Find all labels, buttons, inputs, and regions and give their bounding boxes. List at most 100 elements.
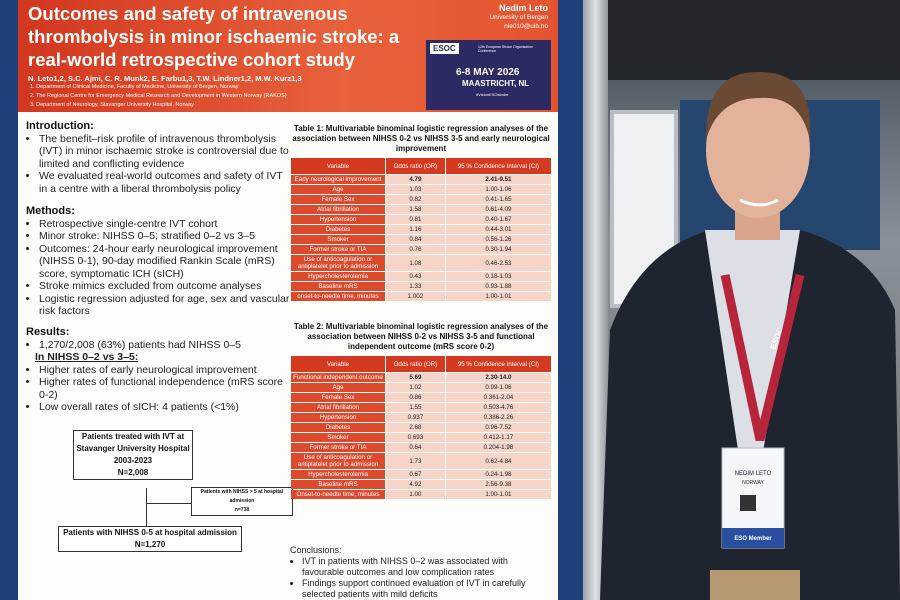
bullet: Retrospective single-centre IVT cohort: [39, 218, 291, 231]
value-cell: 4.92: [386, 480, 445, 489]
bullet: 1,270/2,008 (63%) patients had NIHSS 0–5: [39, 339, 291, 352]
variable-cell: Hypertension: [291, 215, 385, 224]
section-heading: Introduction:: [26, 120, 94, 132]
table-caption: Table 2: Multivariable binominal logisti…: [293, 322, 549, 351]
flow-arrow: [146, 503, 191, 504]
table-row: Smoker 0.84 0.56-1.26: [291, 235, 551, 244]
variable-cell: Diabetes: [291, 423, 385, 432]
bullet: IVT in patients with NIHSS 0–2 was assoc…: [302, 556, 552, 578]
table-1: Table 1: Multivariable binominal logisti…: [290, 124, 552, 302]
value-cell: 1.73: [386, 453, 445, 469]
flow-box: Patients treated with IVT at Stavanger U…: [73, 430, 193, 480]
conference-name: 12th European Stroke Organisation Confer…: [478, 45, 533, 53]
badge-country: NORWAY: [742, 480, 765, 486]
bullet: We evaluated real-world outcomes and saf…: [39, 170, 291, 195]
table: Variable Odds ratio (OR) 95 % Confidence I…: [290, 157, 552, 302]
table: Variable Odds ratio (OR) 95 % Confidence I…: [290, 355, 552, 500]
section-heading: Methods:: [26, 205, 75, 217]
bullet-list: 1,270/2,008 (63%) patients had NIHSS 0–5…: [26, 339, 291, 414]
column-header: 95 % Confidence Interval (CI): [445, 356, 551, 372]
value-cell: 1.00-1.01: [445, 490, 551, 499]
table-row: Baseline mRS 4.92 2.56-9.38: [291, 480, 551, 489]
flow-box: Patients with NIHSS > 5 at hospital admi…: [191, 487, 293, 516]
value-cell: 0.18-1.03: [445, 272, 551, 281]
table-row: Age 1.03 1.00-1.06: [291, 185, 551, 194]
hair: [705, 71, 811, 140]
table-row: Age 1.02 0.99-1.06: [291, 383, 551, 392]
column-header: Odds ratio (OR): [386, 158, 445, 174]
value-cell: 1.58: [386, 205, 445, 214]
badge-qr: [740, 495, 756, 511]
value-cell: 2.30-14.0: [445, 373, 551, 382]
table-row: Smoker 0.693 0.412-1.17: [291, 433, 551, 442]
value-cell: 0.99-1.06: [445, 383, 551, 392]
value-cell: 0.386-2.26: [445, 413, 551, 422]
table-row: Use of anticoagulation or antiplatelet p…: [291, 453, 551, 469]
background-ceiling: [600, 0, 900, 80]
value-cell: 0.361-2.04: [445, 393, 551, 402]
bullet-list: IVT in patients with NIHSS 0–2 was assoc…: [290, 556, 552, 600]
value-cell: 1.00-1.01: [445, 292, 551, 301]
variable-cell: Smoker: [291, 235, 385, 244]
column-header: Variable: [291, 356, 385, 372]
value-cell: 0.24-1.98: [445, 470, 551, 479]
smile: [739, 198, 779, 207]
value-cell: 0.82: [386, 195, 445, 204]
presenter-name: Nedim Leto: [498, 3, 548, 13]
variable-cell: Hypertension: [291, 413, 385, 422]
variable-cell: Diabetes: [291, 225, 385, 234]
value-cell: 2.56-9.38: [445, 480, 551, 489]
table-row: Early neurological improvement 4.79 2.41-9…: [291, 175, 551, 184]
value-cell: 5.69: [386, 373, 445, 382]
flow-arrow: [146, 488, 147, 526]
poster-title: Outcomes and safety of intravenous throm…: [28, 3, 400, 70]
value-cell: 0.76: [386, 245, 445, 254]
bullet: Stroke mimics excluded from outcome anal…: [39, 280, 291, 293]
value-cell: 0.30-1.94: [445, 245, 551, 254]
table-row: Use of anticoagulation or antiplatelet p…: [291, 255, 551, 271]
value-cell: 0.56-1.26: [445, 235, 551, 244]
conference-logo: ESOC: [430, 43, 459, 54]
value-cell: 1.00: [386, 490, 445, 499]
introduction: Introduction:The benefit–risk profile of…: [26, 120, 291, 195]
value-cell: 1.002: [386, 292, 445, 301]
badge-membership: ESO Member: [734, 536, 772, 542]
badge-band: [722, 528, 784, 548]
table-row: Hypercholesterolemia 0.43 0.18-1.03: [291, 272, 551, 281]
value-cell: 1.03: [386, 185, 445, 194]
value-cell: 4.79: [386, 175, 445, 184]
bullet: Findings support continued evaluation of…: [302, 578, 552, 600]
bullet: Logistic regression adjusted for age, se…: [39, 293, 291, 318]
flow-text: Patients with NIHSS > 5 at hospital admi…: [200, 489, 284, 504]
conference-place: MAASTRICHT, NL: [462, 79, 530, 88]
value-cell: 1.00-1.06: [445, 185, 551, 194]
bullet: Minor stroke: NIHSS 0–5; stratified 0–2 …: [39, 230, 291, 243]
presenter: Nedim Leto University of Bergen nle010@u…: [448, 4, 548, 31]
value-cell: 0.96-7.52: [445, 423, 551, 432]
table-row: Diabetes 2.68 0.96-7.52: [291, 423, 551, 432]
value-cell: 1.55: [386, 403, 445, 412]
value-cell: 0.64: [386, 443, 445, 452]
face: [706, 82, 810, 218]
variable-cell: Former stroke or TIA: [291, 443, 385, 452]
variable-cell: Hypercholesterolemia: [291, 470, 385, 479]
methods: Methods:Retrospective single-centre IVT …: [26, 205, 291, 318]
poster-header: Outcomes and safety of intravenous throm…: [18, 0, 558, 112]
presenter-email: nle010@uib.no: [504, 23, 548, 30]
bullet: Higher rates of early neurological impro…: [39, 364, 291, 377]
affiliation: 2. The Regional Centre for Emergency Med…: [30, 93, 287, 99]
table-2: Table 2: Multivariable binominal logisti…: [290, 322, 552, 500]
value-cell: 0.503-4.76: [445, 403, 551, 412]
table-row: Atrial fibrillation 1.55 0.503-4.76: [291, 403, 551, 412]
conference-hashtag: #VisionESOstroke: [476, 92, 509, 97]
variable-cell: Functional independent outcome: [291, 373, 385, 382]
variable-cell: Atrial fibrillation: [291, 403, 385, 412]
value-cell: 1.33: [386, 282, 445, 291]
bullet-list: The benefit–risk profile of intravenous …: [26, 133, 291, 196]
value-cell: 2.68: [386, 423, 445, 432]
table-row: Atrial fibrillation 1.58 0.61-4.09: [291, 205, 551, 214]
header-row: Variable Odds ratio (OR) 95 % Confidence I…: [291, 158, 551, 174]
variable-cell: Hypercholesterolemia: [291, 272, 385, 281]
trousers: [710, 570, 800, 600]
flow-box: Patients with NIHSS 0-5 at hospital admi…: [58, 526, 242, 552]
